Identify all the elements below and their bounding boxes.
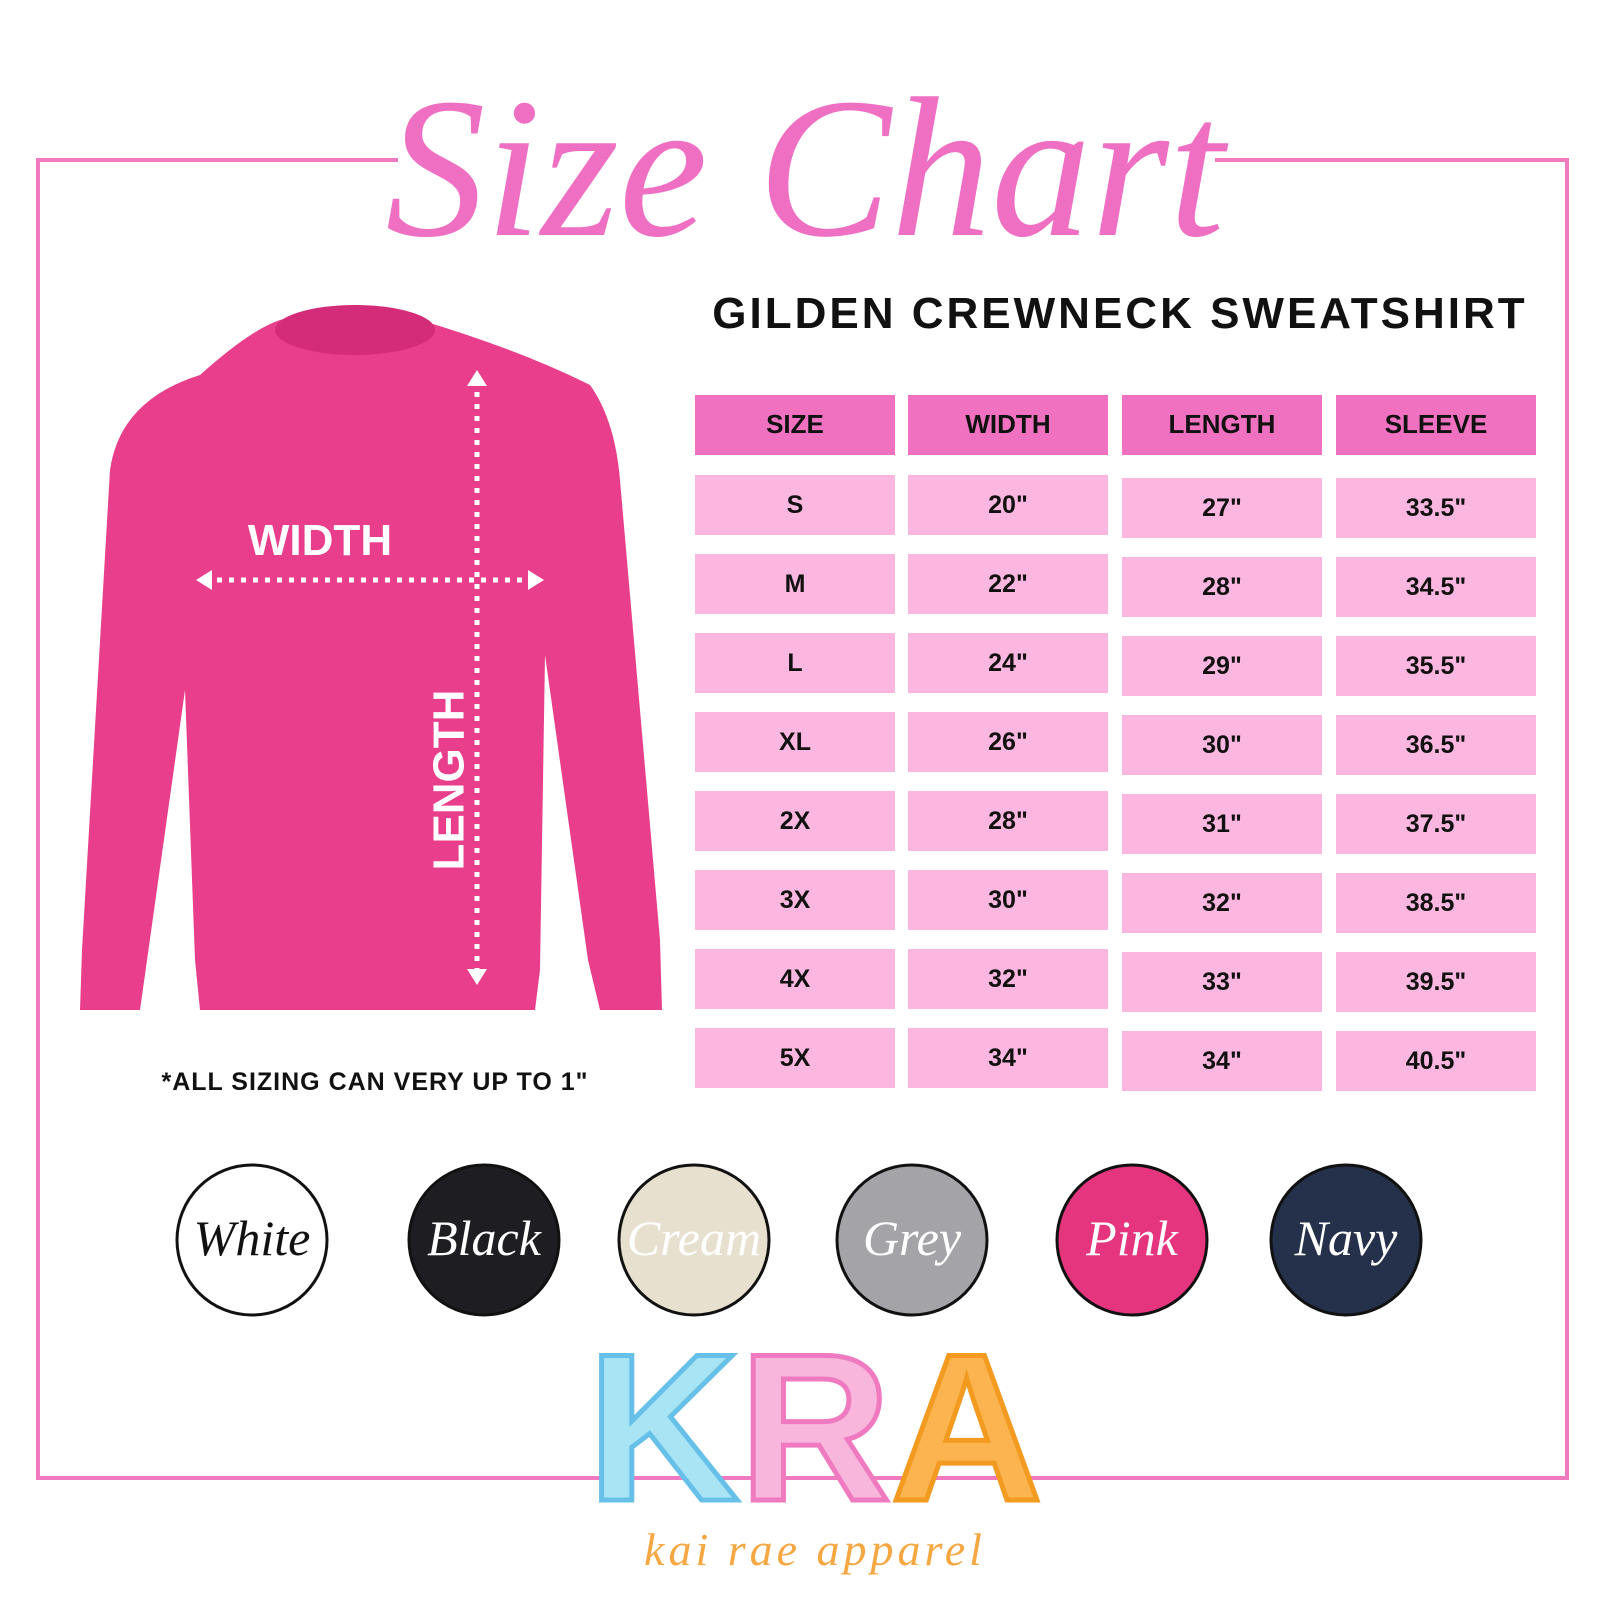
logo-tagline: kai rae apparel	[644, 1524, 986, 1575]
size-table: SIZE WIDTH LENGTH SLEEVE S 20" 27" 33.5" M 22" 28"…	[695, 395, 1536, 1091]
color-swatches: White Black Cream Grey Pink Navy	[175, 1163, 1423, 1317]
subtitle: GILDEN CREWNECK SWEATSHIRT	[712, 289, 1527, 338]
frame	[36, 158, 1569, 1480]
table-cell	[1122, 557, 1322, 617]
table-cell	[695, 554, 895, 614]
table-cell	[908, 791, 1108, 851]
logo: KRA kai rae apparel	[585, 1308, 1045, 1576]
color-swatch	[617, 1163, 771, 1317]
cell-text: 27"	[1202, 494, 1242, 522]
cell-text: 36.5"	[1406, 731, 1467, 759]
cell-text: 39.5"	[1406, 968, 1467, 996]
cell-text: 34"	[1202, 1047, 1242, 1075]
color-name: Cream	[627, 1210, 761, 1266]
table-cell	[695, 791, 895, 851]
header-text: LENGTH	[1169, 409, 1276, 439]
table-cell	[695, 633, 895, 693]
cell-text: 26"	[988, 728, 1028, 756]
table-cell	[695, 712, 895, 772]
cell-text: 33.5"	[1406, 494, 1467, 522]
header-cell	[1336, 395, 1536, 455]
cell-text: 24"	[988, 649, 1028, 677]
cell-text: 34.5"	[1406, 573, 1467, 601]
table-cell	[1336, 952, 1536, 1012]
color-name: Black	[427, 1210, 542, 1266]
cell-text: 4X	[780, 965, 811, 993]
cell-text: 5X	[780, 1044, 811, 1072]
color-swatch	[1269, 1163, 1423, 1317]
table-cell	[1336, 715, 1536, 775]
cell-text: 28"	[1202, 573, 1242, 601]
table-cell	[1122, 636, 1322, 696]
color-name: Navy	[1294, 1210, 1399, 1266]
table-cell	[908, 554, 1108, 614]
table-cell	[1336, 873, 1536, 933]
cell-text: L	[787, 649, 802, 677]
table-cell	[695, 949, 895, 1009]
cell-text: 38.5"	[1406, 889, 1467, 917]
cell-text: 33"	[1202, 968, 1242, 996]
color-swatch	[835, 1163, 989, 1317]
cell-text: 29"	[1202, 652, 1242, 680]
header-cell	[908, 395, 1108, 455]
cell-text: 30"	[988, 886, 1028, 914]
sweatshirt: WIDTH LENGTH	[80, 305, 662, 1010]
table-cell	[1122, 873, 1322, 933]
header-text: SIZE	[766, 409, 824, 439]
table-cell	[1122, 715, 1322, 775]
table-cell	[908, 475, 1108, 535]
collar	[275, 305, 435, 355]
table-cell	[1336, 1031, 1536, 1091]
title: Size Chart	[386, 58, 1229, 279]
cell-text: 31"	[1202, 810, 1242, 838]
table-cell	[1122, 478, 1322, 538]
table-cell	[908, 870, 1108, 930]
cell-text: M	[785, 570, 806, 598]
table-cell	[908, 712, 1108, 772]
cell-text: S	[787, 491, 804, 519]
cell-text: 40.5"	[1406, 1047, 1467, 1075]
color-name: Grey	[863, 1210, 962, 1266]
color-name: Pink	[1085, 1210, 1178, 1266]
table-cell	[908, 1028, 1108, 1088]
width-label: WIDTH	[248, 516, 392, 565]
color-swatch	[175, 1163, 329, 1317]
cell-text: 32"	[1202, 889, 1242, 917]
table-cell	[1122, 952, 1322, 1012]
header-cell	[695, 395, 895, 455]
header-text: SLEEVE	[1385, 409, 1488, 439]
table-cell	[695, 475, 895, 535]
cell-text: 30"	[1202, 731, 1242, 759]
cell-text: 20"	[988, 491, 1028, 519]
cell-text: 3X	[780, 886, 811, 914]
cell-text: XL	[779, 728, 811, 756]
cell-text: 37.5"	[1406, 810, 1467, 838]
cell-text: 34"	[988, 1044, 1028, 1072]
color-name: White	[194, 1210, 311, 1266]
cell-text: 32"	[988, 965, 1028, 993]
table-cell	[1122, 1031, 1322, 1091]
table-cell	[695, 1028, 895, 1088]
logo-mark: KRA	[588, 1310, 1043, 1545]
table-cell	[908, 633, 1108, 693]
sizing-note: *ALL SIZING CAN VERY UP TO 1"	[161, 1068, 588, 1096]
table-cell	[1336, 636, 1536, 696]
table-cell	[1336, 478, 1536, 538]
cell-text: 35.5"	[1406, 652, 1467, 680]
cell-text: 22"	[988, 570, 1028, 598]
length-label: LENGTH	[425, 690, 474, 871]
table-cell	[1336, 794, 1536, 854]
cell-text: 28"	[988, 807, 1028, 835]
color-swatch	[1055, 1163, 1209, 1317]
table-cell	[1122, 794, 1322, 854]
cell-text: 2X	[780, 807, 811, 835]
sweatshirt-body	[80, 310, 662, 1010]
header-text: WIDTH	[965, 409, 1050, 439]
header-cell	[1122, 395, 1322, 455]
table-cell	[1336, 557, 1536, 617]
table-cell	[908, 949, 1108, 1009]
color-swatch	[407, 1163, 561, 1317]
table-cell	[695, 870, 895, 930]
